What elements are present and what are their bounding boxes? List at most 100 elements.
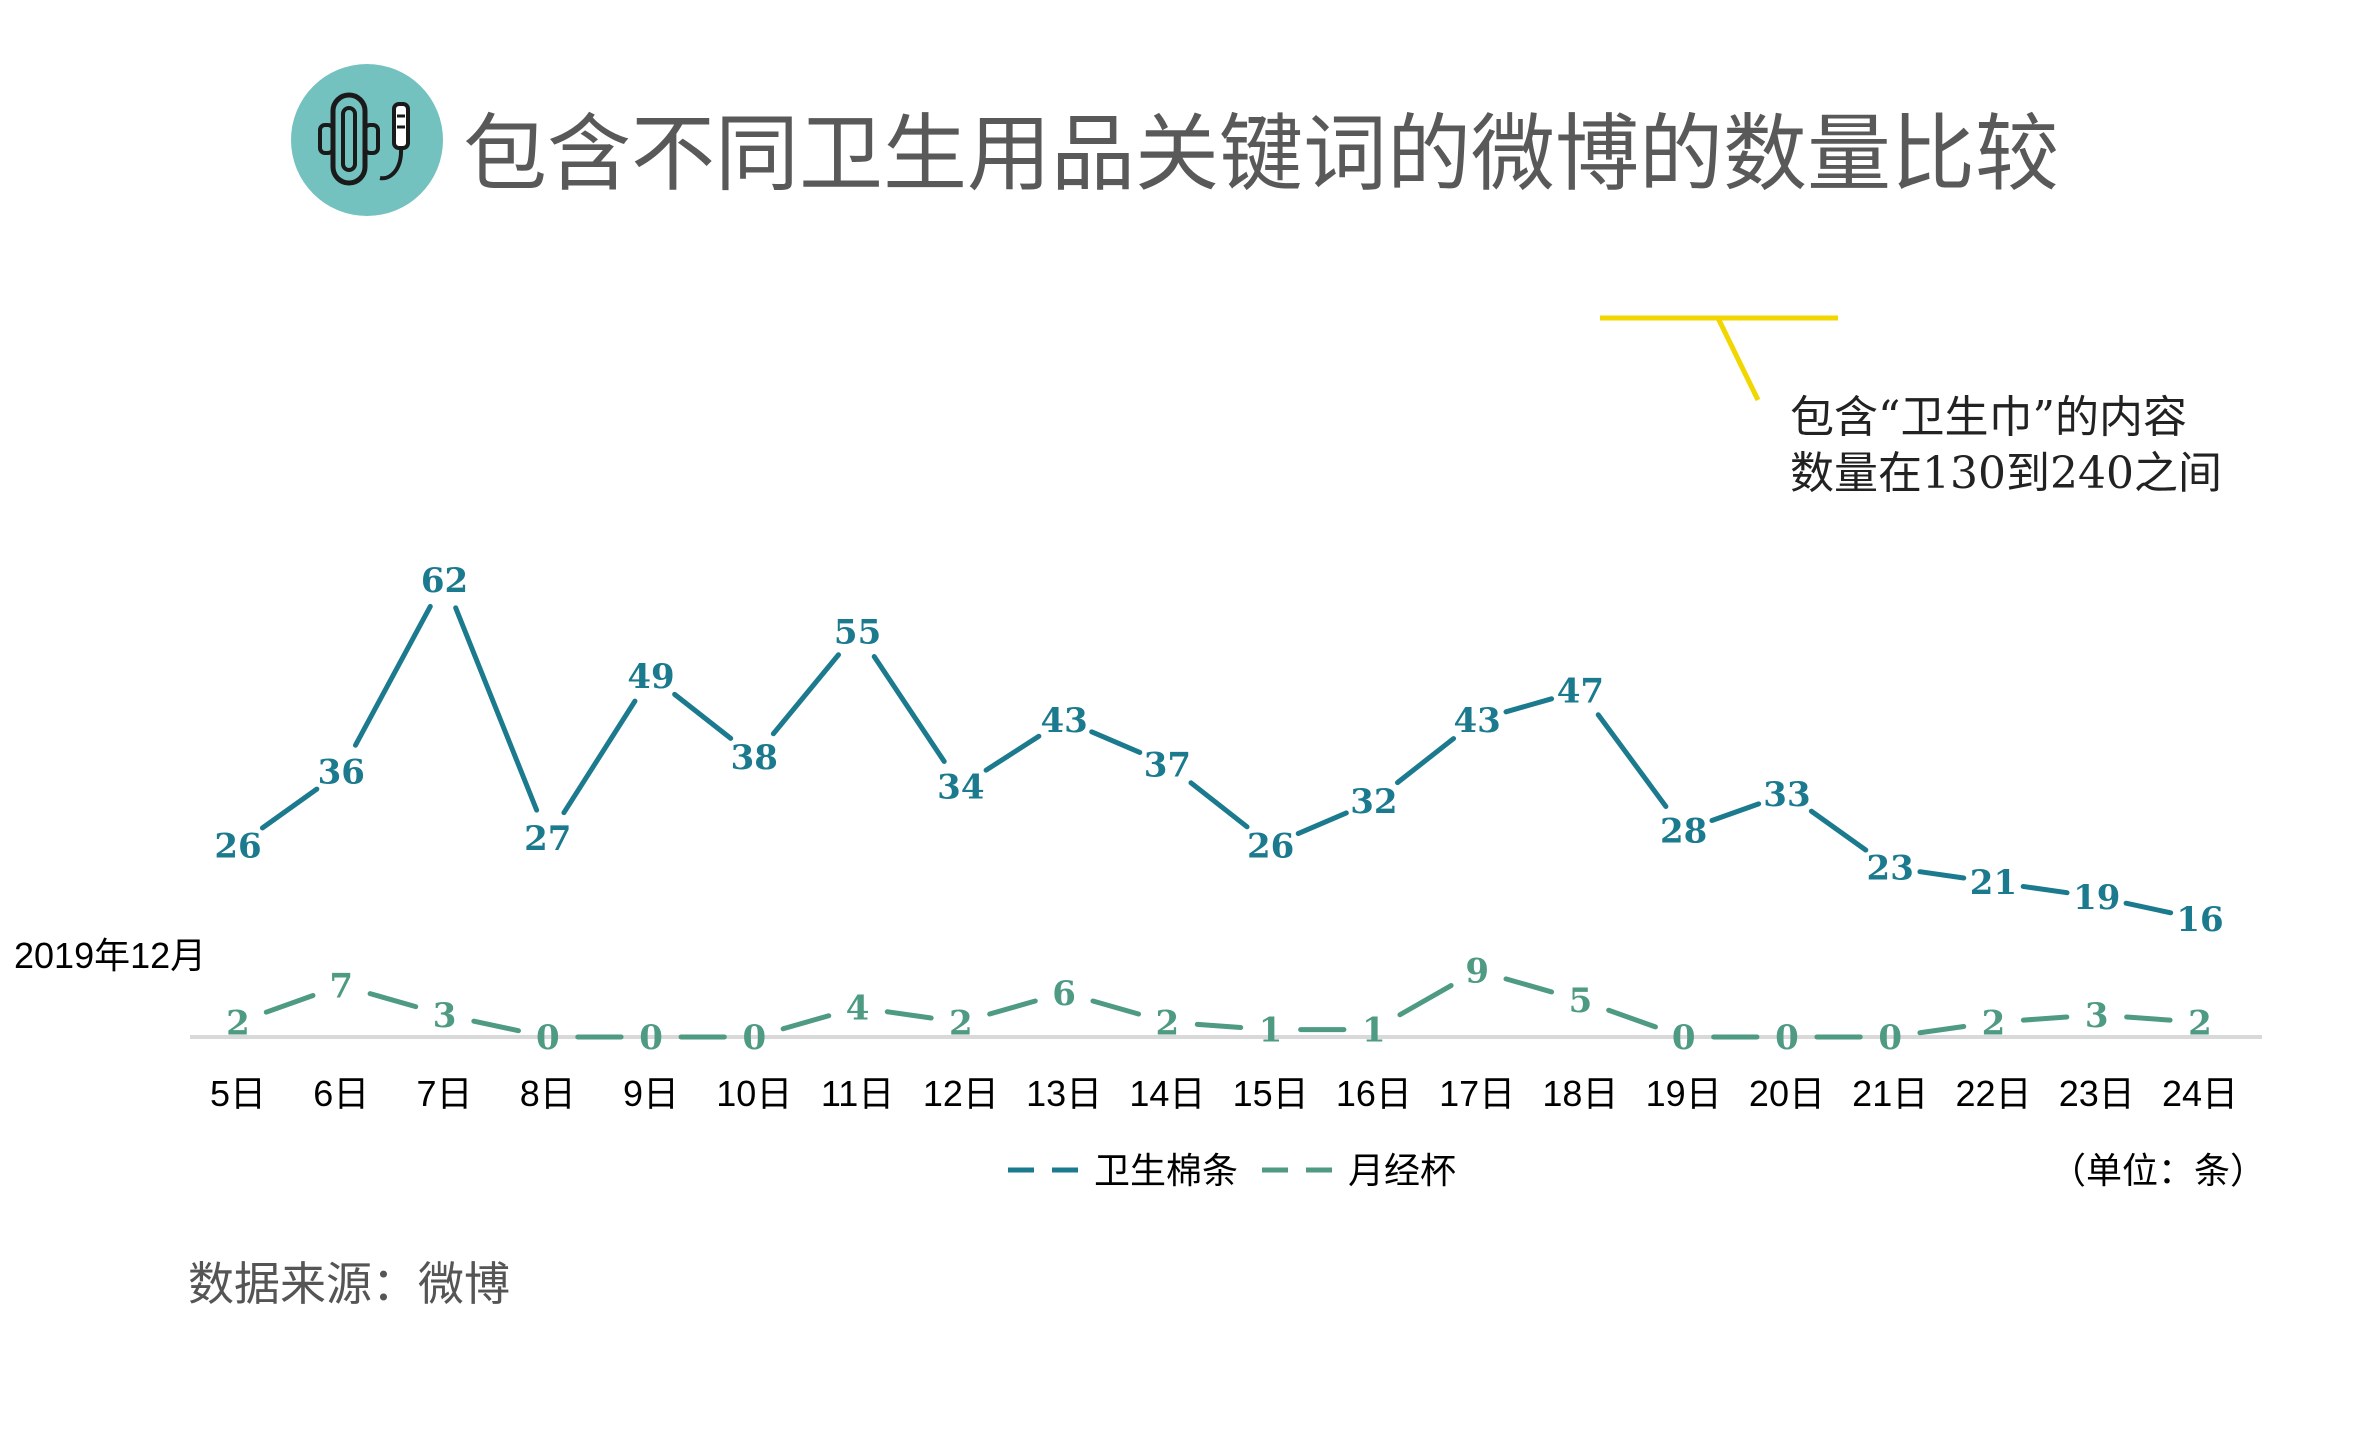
data-label-cup: 0: [536, 1018, 560, 1058]
data-label-tampon: 62: [421, 561, 468, 601]
series-tampon-segment: [871, 654, 947, 764]
source-note: 数据来源：微博: [188, 1258, 510, 1310]
x-tick-label: 5日: [210, 1073, 266, 1114]
annotation-line-2: 数量在130到240之间: [1790, 448, 2222, 499]
series-tampon-segment: [2123, 900, 2174, 916]
series-tampon-segment: [1709, 801, 1762, 824]
unit-label: （单位：条）: [2050, 1150, 2266, 1191]
data-label-cup: 2: [949, 1003, 973, 1043]
data-label-cup: 0: [1878, 1018, 1902, 1058]
data-label-tampon: 36: [318, 753, 365, 793]
data-label-cup: 3: [2085, 996, 2109, 1036]
sanitary-pad-icon: [291, 64, 443, 216]
series-layer: [259, 603, 2174, 1040]
x-tick-label: 15日: [1233, 1073, 1309, 1114]
series-cup-segment: [987, 998, 1038, 1017]
data-label-cup: 1: [1362, 1011, 1386, 1051]
data-label-tampon: 19: [2073, 878, 2120, 918]
data-label-tampon: 33: [1763, 775, 1810, 815]
series-cup-segment: [471, 1018, 521, 1034]
data-label-cup: 0: [639, 1018, 663, 1058]
data-label-tampon: 43: [1040, 701, 1087, 741]
data-label-cup: 6: [1052, 974, 1076, 1014]
series-tampon-segment: [453, 605, 540, 813]
series-cup-segment: [884, 1009, 934, 1021]
series-cup-segment: [367, 991, 419, 1010]
legend-item-cup: 月经杯: [1262, 1150, 1456, 1191]
data-label-tampon: 26: [1247, 826, 1294, 866]
series-cup-segment: [780, 1013, 832, 1032]
data-label-cup: 2: [2188, 1003, 2212, 1043]
legend-label-cup: 月经杯: [1348, 1150, 1456, 1191]
series-tampon-segment: [983, 733, 1042, 773]
series-cup-segment: [263, 992, 316, 1015]
x-tick-label: 13日: [1026, 1073, 1102, 1114]
series-cup-segment: [1397, 983, 1454, 1018]
series-tampon-segment: [1295, 810, 1349, 837]
data-label-tampon: 26: [214, 826, 261, 866]
data-label-cup: 9: [1465, 952, 1489, 992]
data-label-cup: 2: [226, 1003, 250, 1043]
data-label-tampon: 27: [524, 819, 571, 859]
data-label-cup: 2: [1156, 1003, 1180, 1043]
data-label-tampon: 37: [1144, 745, 1191, 785]
data-label-tampon: 47: [1557, 672, 1604, 712]
series-cup-segment: [2020, 1014, 2070, 1023]
series-tampon-segment: [1917, 869, 1967, 881]
series-tampon-segment: [770, 652, 842, 737]
series-tampon-segment: [1089, 729, 1143, 755]
data-label-cup: 0: [742, 1018, 766, 1058]
legend-label-tampon: 卫生棉条: [1094, 1150, 1238, 1191]
legend-item-tampon: 卫生棉条: [1008, 1150, 1238, 1191]
data-label-cup: 1: [1259, 1011, 1283, 1051]
series-tampon-segment: [561, 698, 638, 816]
data-label-tampon: 21: [1970, 863, 2017, 903]
series-cup-segment: [2124, 1014, 2173, 1023]
data-label-cup: 4: [846, 989, 870, 1029]
period-label: 2019年12月: [14, 935, 206, 976]
data-label-tampon: 28: [1660, 812, 1707, 852]
data-label-tampon: 32: [1350, 782, 1397, 822]
x-tick-label: 22日: [1955, 1073, 2031, 1114]
x-tick-label: 7日: [417, 1073, 473, 1114]
data-label-cup: 0: [1672, 1018, 1696, 1058]
x-tick-label: 17日: [1439, 1073, 1515, 1114]
annotation-line-1: 包含“卫生巾”的内容: [1790, 392, 2187, 443]
series-cup-segment: [1503, 976, 1555, 995]
x-tick-label: 12日: [923, 1073, 999, 1114]
x-tick-label: 18日: [1542, 1073, 1618, 1114]
x-tick-label: 16日: [1336, 1073, 1412, 1114]
annotation: 包含“卫生巾”的内容 数量在130到240之间: [1600, 315, 2222, 499]
data-label-tampon: 34: [937, 767, 984, 807]
x-tick-label: 6日: [313, 1073, 369, 1114]
series-cup-segment: [1090, 998, 1142, 1017]
legend: 卫生棉条 月经杯: [1008, 1150, 1456, 1191]
data-label-cup: 7: [329, 966, 353, 1006]
data-label-tampon: 55: [834, 613, 881, 653]
x-tick-label: 14日: [1129, 1073, 1205, 1114]
x-tick-label: 8日: [520, 1073, 576, 1114]
x-tick-label: 21日: [1852, 1073, 1928, 1114]
x-tick-label: 10日: [716, 1073, 792, 1114]
x-tick-label: 9日: [623, 1073, 679, 1114]
series-tampon-segment: [1503, 696, 1555, 715]
data-label-cup: 0: [1775, 1018, 1799, 1058]
series-tampon-segment: [1808, 808, 1869, 853]
series-tampon-segment: [1188, 780, 1250, 830]
data-label-cup: 3: [433, 996, 457, 1036]
data-label-tampon: 38: [731, 738, 778, 778]
data-label-cup: 5: [1569, 981, 1593, 1021]
data-label-tampon: 43: [1453, 701, 1500, 741]
x-tick-label: 24日: [2162, 1073, 2238, 1114]
series-tampon-segment: [2020, 883, 2070, 896]
x-tick-label: 19日: [1646, 1073, 1722, 1114]
data-label-tampon: 16: [2176, 900, 2223, 940]
series-tampon-segment: [352, 603, 433, 748]
data-label-tampon: 49: [627, 657, 674, 697]
series-cup-segment: [1606, 1007, 1658, 1030]
x-tick-label: 20日: [1749, 1073, 1825, 1114]
series-tampon-segment: [1595, 712, 1669, 809]
chart-title: 包含不同卫生用品关键词的微博的数量比较: [463, 105, 2059, 203]
